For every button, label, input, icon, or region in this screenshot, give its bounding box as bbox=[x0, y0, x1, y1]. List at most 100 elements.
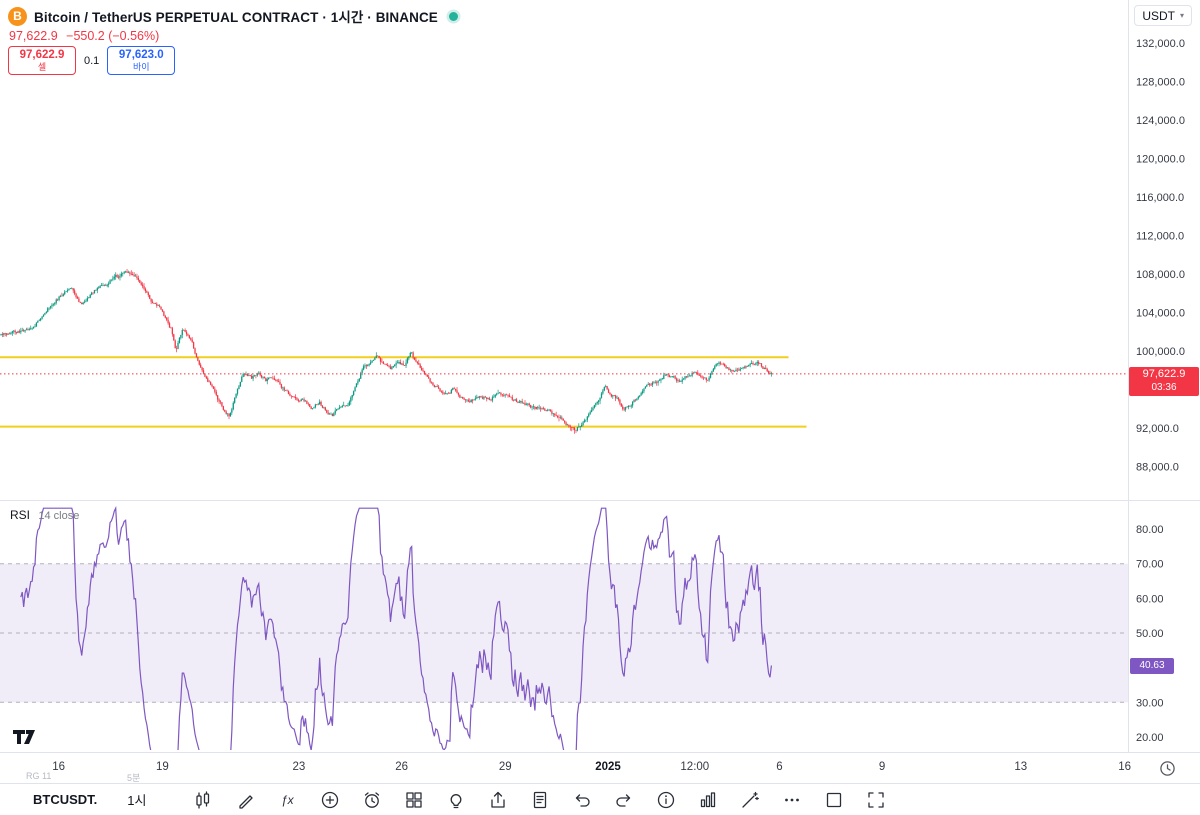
price-change-text: −550.2 (−0.56%) bbox=[66, 29, 160, 43]
rsi-axis-label: 30.00 bbox=[1136, 697, 1164, 709]
price-axis[interactable]: 132,000.0 128,000.0 124,000.0 120,000.0 116,… bbox=[1136, 38, 1185, 474]
share-icon bbox=[491, 791, 506, 808]
currency-label: USDT bbox=[1142, 8, 1175, 23]
fullscreen-icon bbox=[868, 791, 885, 808]
bitcoin-logo-icon: B bbox=[8, 6, 27, 26]
grid-icon bbox=[406, 791, 423, 808]
screenshot-button[interactable] bbox=[822, 788, 846, 812]
price-axis-label: 120,000.0 bbox=[1136, 154, 1185, 166]
rsi-axis-label: 20.00 bbox=[1136, 732, 1164, 744]
indicators-button[interactable]: ƒx bbox=[276, 788, 300, 812]
time-axis-label: 29 bbox=[498, 761, 512, 773]
badge-price: 97,622.9 bbox=[1142, 368, 1186, 380]
price-axis-label: 116,000.0 bbox=[1136, 192, 1184, 204]
data-window-button[interactable] bbox=[696, 788, 720, 812]
price-axis-label: 88,000.0 bbox=[1136, 462, 1179, 474]
redo-button[interactable] bbox=[612, 788, 636, 812]
drawing-tool-button[interactable] bbox=[234, 788, 258, 812]
candles-icon bbox=[196, 790, 210, 809]
document-list-icon bbox=[534, 791, 547, 808]
pane-separators[interactable] bbox=[0, 0, 1200, 752]
lightbulb-icon bbox=[451, 793, 462, 808]
more-options-button[interactable] bbox=[780, 788, 804, 812]
ideas-button[interactable] bbox=[444, 788, 468, 812]
pencil-icon bbox=[239, 794, 254, 809]
layout-grid-button[interactable] bbox=[402, 788, 426, 812]
order-list-button[interactable] bbox=[528, 788, 552, 812]
ellipsis-icon bbox=[785, 798, 800, 801]
toolbar-icons: ƒx bbox=[192, 788, 888, 812]
buy-button[interactable]: 97,623.0 바이 bbox=[107, 46, 176, 75]
horizontal-level-lines[interactable] bbox=[0, 356, 807, 428]
chevron-down-icon: ▾ bbox=[1179, 11, 1184, 20]
alert-button[interactable] bbox=[360, 788, 384, 812]
price-change-row: 97,622.9 −550.2 (−0.56%) bbox=[9, 29, 159, 43]
time-axis-label: 16 bbox=[1118, 761, 1131, 773]
candlestick-series[interactable] bbox=[0, 269, 773, 434]
publish-button[interactable] bbox=[486, 788, 510, 812]
rsi-indicator-label[interactable]: RSI 14 close bbox=[10, 508, 79, 522]
chart-canvas[interactable]: 132,000.0 128,000.0 124,000.0 120,000.0 116,… bbox=[0, 0, 1200, 752]
redo-arrow-icon bbox=[616, 793, 631, 807]
rsi-axis-label: 50.00 bbox=[1136, 628, 1164, 640]
alarm-clock-icon bbox=[365, 791, 380, 808]
chart-style-button[interactable] bbox=[192, 788, 216, 812]
time-axis-label: 9 bbox=[878, 761, 886, 773]
info-button[interactable] bbox=[654, 788, 678, 812]
fullscreen-button[interactable] bbox=[864, 788, 888, 812]
buy-label: 바이 bbox=[133, 61, 150, 72]
rsi-title: RSI bbox=[10, 508, 31, 522]
tradingview-logo[interactable] bbox=[13, 730, 36, 749]
rsi-axis-label: 70.00 bbox=[1136, 559, 1164, 571]
bottom-toolbar: BTCUSDT. 1시 ƒx bbox=[0, 783, 1200, 815]
session-clock-icon[interactable] bbox=[1159, 760, 1176, 780]
fx-icon: ƒx bbox=[281, 793, 295, 807]
sell-price: 97,622.9 bbox=[19, 48, 65, 61]
rsi-axis[interactable]: 80.00 70.00 60.00 50.00 30.00 20.00 bbox=[1136, 524, 1164, 744]
undo-button[interactable] bbox=[570, 788, 594, 812]
price-axis-label: 128,000.0 bbox=[1136, 77, 1185, 89]
rsi-params: 14 close bbox=[38, 510, 80, 522]
spread-value: 0.1 bbox=[84, 54, 100, 67]
market-status-icon[interactable] bbox=[448, 11, 458, 21]
time-axis[interactable]: 16 19 23 26 29 2025 12:00 6 9 13 16 bbox=[0, 752, 1200, 783]
rsi-line bbox=[20, 506, 773, 750]
rsi-axis-label: 60.00 bbox=[1136, 593, 1164, 605]
time-axis-label: 13 bbox=[1014, 761, 1028, 773]
sell-button[interactable]: 97,622.9 셀 bbox=[8, 46, 76, 75]
watermark-left-1: RG 11 bbox=[26, 771, 52, 781]
svg-text:ƒx: ƒx bbox=[281, 793, 295, 807]
info-icon bbox=[658, 791, 675, 808]
price-axis-label: 104,000.0 bbox=[1136, 308, 1185, 320]
time-axis-label: 12:00 bbox=[680, 761, 710, 773]
price-axis-label: 112,000.0 bbox=[1136, 231, 1184, 243]
time-axis-label: 6 bbox=[776, 761, 783, 773]
toolbar-interval-button[interactable]: 1시 bbox=[127, 793, 147, 808]
watermark-left-2: 5분 bbox=[127, 773, 141, 783]
sell-label: 셀 bbox=[37, 61, 47, 72]
symbol-header: B Bitcoin / TetherUS PERPETUAL CONTRACT … bbox=[8, 5, 458, 27]
toolbar-symbol-button[interactable]: BTCUSDT. bbox=[33, 792, 98, 807]
rsi-axis-label: 80.00 bbox=[1136, 524, 1164, 536]
time-axis-label: 2025 bbox=[595, 761, 621, 773]
price-axis-label: 108,000.0 bbox=[1136, 269, 1185, 281]
trade-buttons: 97,622.9 셀 0.1 97,623.0 바이 bbox=[8, 46, 176, 75]
price-axis-label: 132,000.0 bbox=[1136, 38, 1185, 50]
tradingview-logo-icon bbox=[13, 730, 35, 744]
time-axis-label: 23 bbox=[292, 761, 306, 773]
compare-button[interactable] bbox=[318, 788, 342, 812]
buy-price: 97,623.0 bbox=[118, 48, 164, 61]
symbol-title[interactable]: Bitcoin / TetherUS PERPETUAL CONTRACT · … bbox=[34, 10, 438, 25]
currency-dropdown[interactable]: USDT ▾ bbox=[1134, 5, 1192, 26]
time-axis-label: 16 bbox=[52, 761, 66, 773]
price-axis-label: 92,000.0 bbox=[1136, 423, 1179, 435]
columns-icon bbox=[701, 791, 716, 807]
time-axis-label: 26 bbox=[395, 761, 408, 773]
rsi-value-badge: 40.63 bbox=[1130, 658, 1174, 674]
plus-circle-icon bbox=[322, 791, 339, 808]
square-icon bbox=[827, 792, 842, 807]
wand-icon bbox=[742, 791, 760, 808]
magic-tool-button[interactable] bbox=[738, 788, 762, 812]
price-axis-label: 124,000.0 bbox=[1136, 115, 1185, 127]
